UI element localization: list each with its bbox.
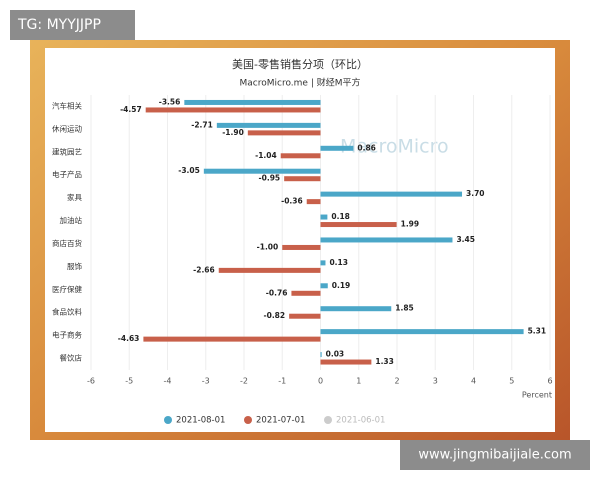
bar xyxy=(143,336,321,342)
data-label: -4.57 xyxy=(120,105,142,114)
data-label: 1.33 xyxy=(375,357,394,366)
chart-subtitle: MacroMicro.me | 财经M平方 xyxy=(240,77,361,89)
data-label: -0.95 xyxy=(259,174,281,183)
y-tick-label: 家具 xyxy=(67,192,82,202)
data-label: 3.70 xyxy=(466,189,485,198)
data-label: 0.86 xyxy=(357,143,376,152)
legend-marker xyxy=(164,416,172,424)
data-label: -4.63 xyxy=(118,334,140,343)
bar xyxy=(320,352,322,358)
data-label: 3.45 xyxy=(456,235,475,244)
y-tick-label: 电子产品 xyxy=(52,169,82,179)
chart-title: 美国-零售销售分项（环比） xyxy=(232,57,368,71)
data-label: -2.66 xyxy=(193,265,215,274)
x-tick-label: -3 xyxy=(202,377,210,386)
x-tick-label: 2 xyxy=(394,377,399,386)
x-tick-label: 3 xyxy=(433,377,438,386)
data-label: 1.99 xyxy=(401,220,420,229)
data-label: -2.71 xyxy=(191,120,213,129)
y-tick-label: 商店百货 xyxy=(52,238,82,248)
x-tick-label: 4 xyxy=(471,377,476,386)
bar xyxy=(184,99,321,105)
overlay-box xyxy=(10,10,135,40)
data-label: -1.04 xyxy=(255,151,277,160)
x-tick-label: 1 xyxy=(356,377,361,386)
bar xyxy=(280,153,321,159)
data-label: -1.90 xyxy=(222,128,244,137)
y-tick-label: 餐饮店 xyxy=(60,353,83,363)
bar xyxy=(284,176,321,182)
x-tick-label: 6 xyxy=(547,377,552,386)
data-label: -1.00 xyxy=(257,242,279,251)
legend-label: 2021-08-01 xyxy=(176,416,225,426)
bar xyxy=(320,260,326,266)
data-label: 0.19 xyxy=(332,281,351,290)
data-label: 0.18 xyxy=(331,212,350,221)
y-tick-label: 休闲运动 xyxy=(52,123,82,133)
bar xyxy=(145,107,321,113)
y-tick-label: 汽车相关 xyxy=(52,100,82,110)
bar xyxy=(247,130,321,136)
x-tick-label: 0 xyxy=(318,377,323,386)
bar xyxy=(320,214,328,220)
bar xyxy=(218,267,321,273)
y-tick-label: 医疗保健 xyxy=(52,284,82,294)
bar xyxy=(320,222,397,228)
legend-marker xyxy=(324,416,332,424)
x-axis-label: Percent xyxy=(522,391,552,400)
bar xyxy=(291,290,321,296)
y-tick-label: 建筑园艺 xyxy=(52,146,82,156)
x-tick-label: -5 xyxy=(125,377,133,386)
y-tick-label: 服饰 xyxy=(67,261,82,271)
y-tick-label: 加油站 xyxy=(60,215,83,225)
legend-label: 2021-06-01 xyxy=(336,416,385,426)
bar xyxy=(320,145,354,151)
x-tick-label: -4 xyxy=(164,377,172,386)
data-label: -3.05 xyxy=(178,166,200,175)
overlay-text: TG: MYYJJPP xyxy=(17,17,101,33)
data-label: 1.85 xyxy=(395,304,414,313)
x-tick-label: 5 xyxy=(509,377,514,386)
overlay-box xyxy=(400,440,590,470)
watermark: MacroMicro xyxy=(340,136,449,158)
overlay-text: www.jingmibaijiale.com xyxy=(418,448,571,463)
legend-label: 2021-07-01 xyxy=(256,416,305,426)
data-label: -0.36 xyxy=(281,197,303,206)
x-tick-label: -1 xyxy=(278,377,286,386)
data-label: -0.82 xyxy=(264,311,286,320)
x-tick-label: -2 xyxy=(240,377,248,386)
bar xyxy=(320,306,392,312)
bar xyxy=(320,283,328,289)
data-label: 0.13 xyxy=(329,258,348,267)
data-label: -3.56 xyxy=(159,97,181,106)
bar xyxy=(306,199,321,205)
data-label: -0.76 xyxy=(266,288,288,297)
bar xyxy=(282,244,321,250)
bar xyxy=(320,237,453,243)
data-label: 0.03 xyxy=(326,350,345,359)
bar xyxy=(320,359,372,365)
y-tick-label: 电子商务 xyxy=(52,330,82,340)
legend-marker xyxy=(244,416,252,424)
data-label: 5.31 xyxy=(528,327,547,336)
bar xyxy=(320,191,463,197)
bar xyxy=(203,168,321,174)
bar xyxy=(289,313,321,319)
x-tick-label: -6 xyxy=(87,377,95,386)
y-tick-label: 食品饮料 xyxy=(52,307,82,317)
bar xyxy=(320,329,524,335)
bar xyxy=(216,122,321,128)
